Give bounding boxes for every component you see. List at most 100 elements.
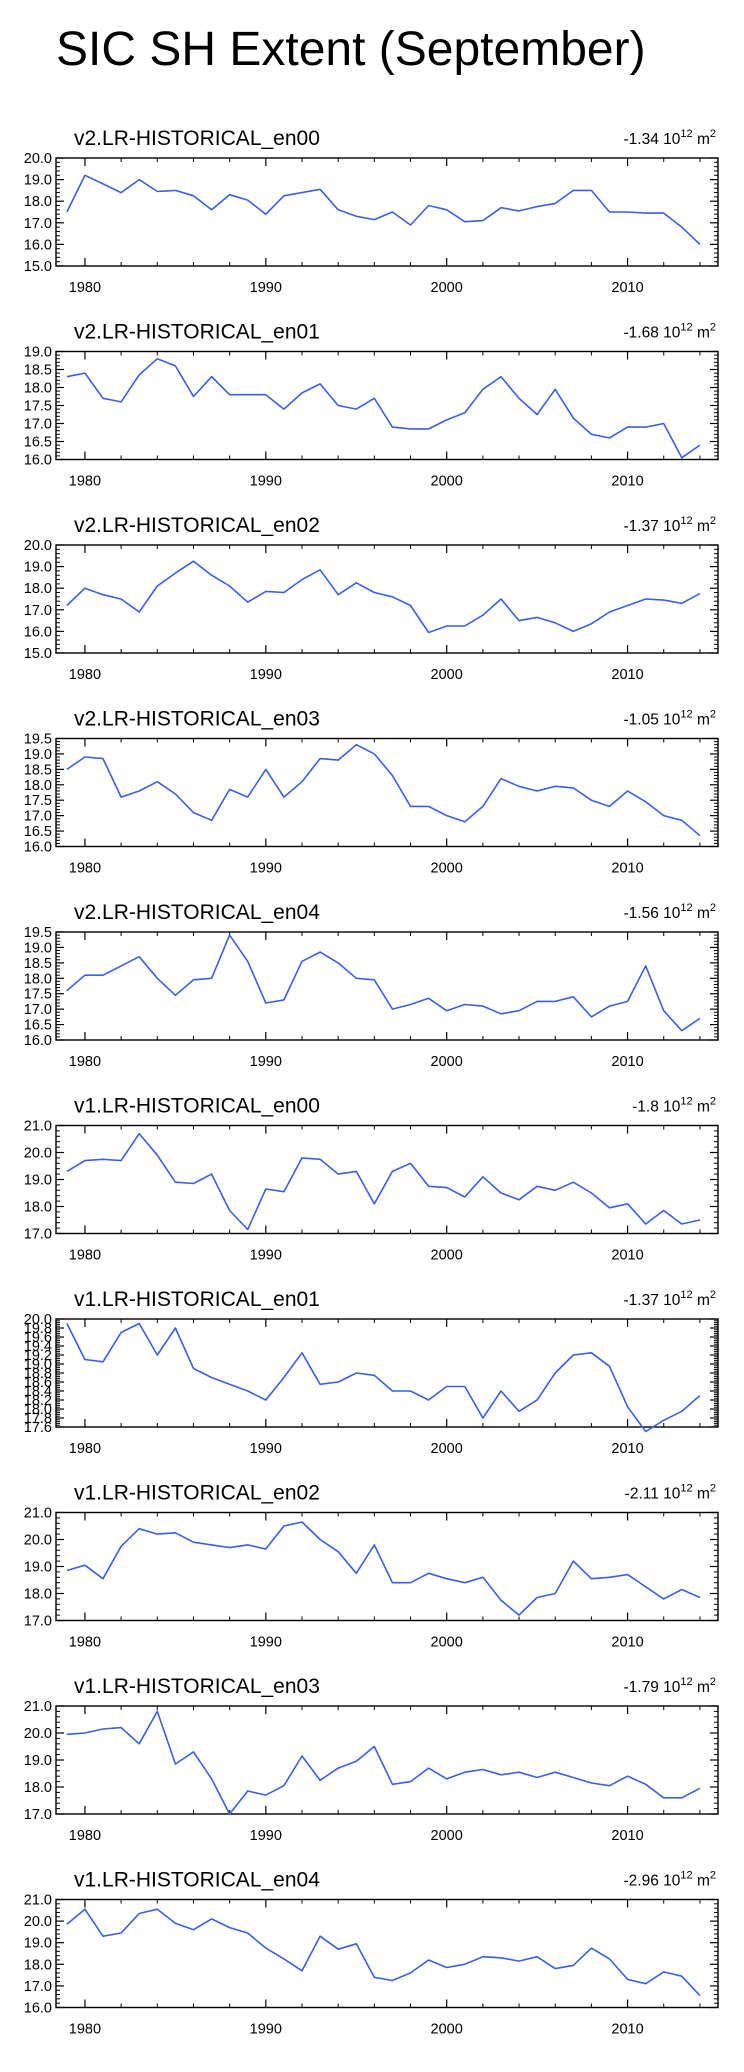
plot-frame [55, 1318, 719, 1428]
y-tick-label: 18.0 [24, 1200, 52, 1216]
y-tick-label: 17.5 [24, 987, 52, 1003]
y-tick-label: 20.0 [24, 1146, 52, 1162]
y-tick-label: 19.0 [24, 940, 52, 956]
y-tick-label: 17.0 [24, 417, 52, 433]
y-tick-label: 16.0 [24, 1033, 52, 1049]
trend-label: -1.8 1012 m2 [632, 1096, 716, 1116]
y-tick-label: 18.2 [24, 1393, 52, 1409]
y-tick-label: 19.0 [24, 173, 52, 189]
plot-frame [55, 1511, 719, 1622]
y-tick-label: 18.8 [24, 1366, 52, 1382]
y-tick-label: 17.5 [24, 399, 52, 415]
x-tick-label: 1980 [69, 861, 101, 877]
x-tick-label: 2010 [611, 474, 643, 490]
trend-label: -1.05 1012 m2 [624, 709, 716, 729]
series-line [66, 743, 701, 837]
y-tick-label: 16.0 [24, 2001, 52, 2017]
series-line [66, 934, 701, 1032]
x-tick-label: 2010 [611, 1828, 643, 1844]
y-tick-label: 20.0 [24, 1726, 52, 1742]
y-tick-label: 19.0 [24, 747, 52, 763]
y-tick-label: 21.0 [24, 1893, 52, 1909]
y-tick-label: 15.0 [24, 646, 52, 662]
x-tick-label: 2000 [431, 861, 463, 877]
trend-label: -1.68 1012 m2 [624, 322, 716, 342]
y-tick-label: 16.0 [24, 453, 52, 469]
x-tick-label: 2010 [611, 2022, 643, 2038]
x-tick-label: 2010 [611, 1054, 643, 1070]
y-tick-label: 17.8 [24, 1411, 52, 1427]
x-tick-label: 2000 [431, 1828, 463, 1844]
x-tick-label: 1980 [69, 1054, 101, 1070]
y-tick-label: 18.5 [24, 363, 52, 379]
x-tick-label: 2000 [431, 1054, 463, 1070]
x-tick-label: 1980 [69, 1441, 101, 1457]
x-tick-label: 1980 [69, 280, 101, 296]
y-tick-label: 16.0 [24, 624, 52, 640]
x-tick-label: 2000 [431, 1441, 463, 1457]
x-tick-label: 2010 [611, 861, 643, 877]
plot-frame [55, 1705, 719, 1815]
page-title: SIC SH Extent (September) [56, 23, 646, 76]
x-tick-label: 2010 [611, 1441, 643, 1457]
chart-panel: v2.LR-HISTORICAL_en01 -1.68 1012 m2 16.0 16… [24, 321, 719, 490]
y-tick-label: 20.0 [24, 1914, 52, 1930]
y-tick-label: 17.0 [24, 1807, 52, 1823]
y-tick-label: 18.5 [24, 956, 52, 972]
chart-title: v1.LR-HISTORICAL_en04 [74, 1869, 320, 1892]
chart-title: v2.LR-HISTORICAL_en03 [74, 708, 320, 731]
x-tick-label: 1980 [69, 667, 101, 683]
y-tick-label: 18.0 [24, 971, 52, 987]
y-tick-label: 19.6 [24, 1330, 52, 1346]
x-tick-label: 2000 [431, 667, 463, 683]
y-tick-label: 17.0 [24, 1227, 52, 1243]
chart-panel: v1.LR-HISTORICAL_en03 -1.79 1012 m2 17.0 18… [24, 1675, 719, 1844]
y-tick-label: 18.6 [24, 1375, 52, 1391]
series-line [66, 1132, 701, 1231]
y-tick-label: 19.8 [24, 1321, 52, 1337]
x-tick-label: 1990 [250, 667, 282, 683]
y-tick-label: 20.0 [24, 1312, 52, 1328]
y-tick-label: 18.0 [24, 1587, 52, 1603]
y-tick-label: 19.4 [24, 1339, 52, 1355]
y-tick-label: 17.0 [24, 1979, 52, 1995]
y-tick-label: 15.0 [24, 259, 52, 275]
y-tick-label: 21.0 [24, 1119, 52, 1135]
y-tick-label: 18.0 [24, 1957, 52, 1973]
chart-title: v1.LR-HISTORICAL_en01 [74, 1288, 320, 1311]
y-tick-label: 17.0 [24, 603, 52, 619]
x-tick-label: 1980 [69, 474, 101, 490]
trend-label: -1.79 1012 m2 [624, 1676, 716, 1696]
y-tick-label: 17.0 [24, 1002, 52, 1018]
series-line [66, 357, 701, 459]
y-tick-label: 21.0 [24, 1506, 52, 1522]
chart-panel: v1.LR-HISTORICAL_en04 -2.96 1012 m2 16.0 17… [24, 1869, 719, 2038]
x-tick-label: 2010 [611, 1248, 643, 1264]
y-tick-label: 20.0 [24, 538, 52, 554]
y-tick-label: 17.0 [24, 216, 52, 232]
y-tick-label: 20.0 [24, 1533, 52, 1549]
y-tick-label: 21.0 [24, 1699, 52, 1715]
chart-panel: v1.LR-HISTORICAL_en02 -2.11 1012 m2 17.0 18… [24, 1482, 719, 1651]
y-tick-label: 18.0 [24, 581, 52, 597]
chart-panel: v2.LR-HISTORICAL_en04 -1.56 1012 m2 16.016… [24, 901, 719, 1070]
y-tick-label: 17.0 [24, 809, 52, 825]
y-tick-label: 17.5 [24, 793, 52, 809]
chart-panel: v2.LR-HISTORICAL_en00 -1.34 1012 m2 15.0 16… [24, 127, 719, 296]
x-tick-label: 2010 [611, 667, 643, 683]
chart-title: v1.LR-HISTORICAL_en02 [74, 1482, 320, 1505]
x-tick-label: 1980 [69, 1635, 101, 1651]
x-tick-label: 2000 [431, 280, 463, 296]
chart-title: v2.LR-HISTORICAL_en02 [74, 514, 320, 537]
x-tick-label: 1990 [250, 1828, 282, 1844]
y-tick-label: 19.0 [24, 345, 52, 361]
chart-panel: v1.LR-HISTORICAL_en00 -1.8 1012 m2 17.0 18.… [24, 1095, 719, 1264]
y-tick-label: 19.0 [24, 1357, 52, 1373]
y-tick-label: 18.0 [24, 778, 52, 794]
trend-label: -1.37 1012 m2 [624, 515, 716, 535]
y-tick-label: 18.0 [24, 1402, 52, 1418]
chart-title: v2.LR-HISTORICAL_en01 [74, 321, 320, 344]
x-tick-label: 2000 [431, 474, 463, 490]
series-line [66, 560, 701, 634]
